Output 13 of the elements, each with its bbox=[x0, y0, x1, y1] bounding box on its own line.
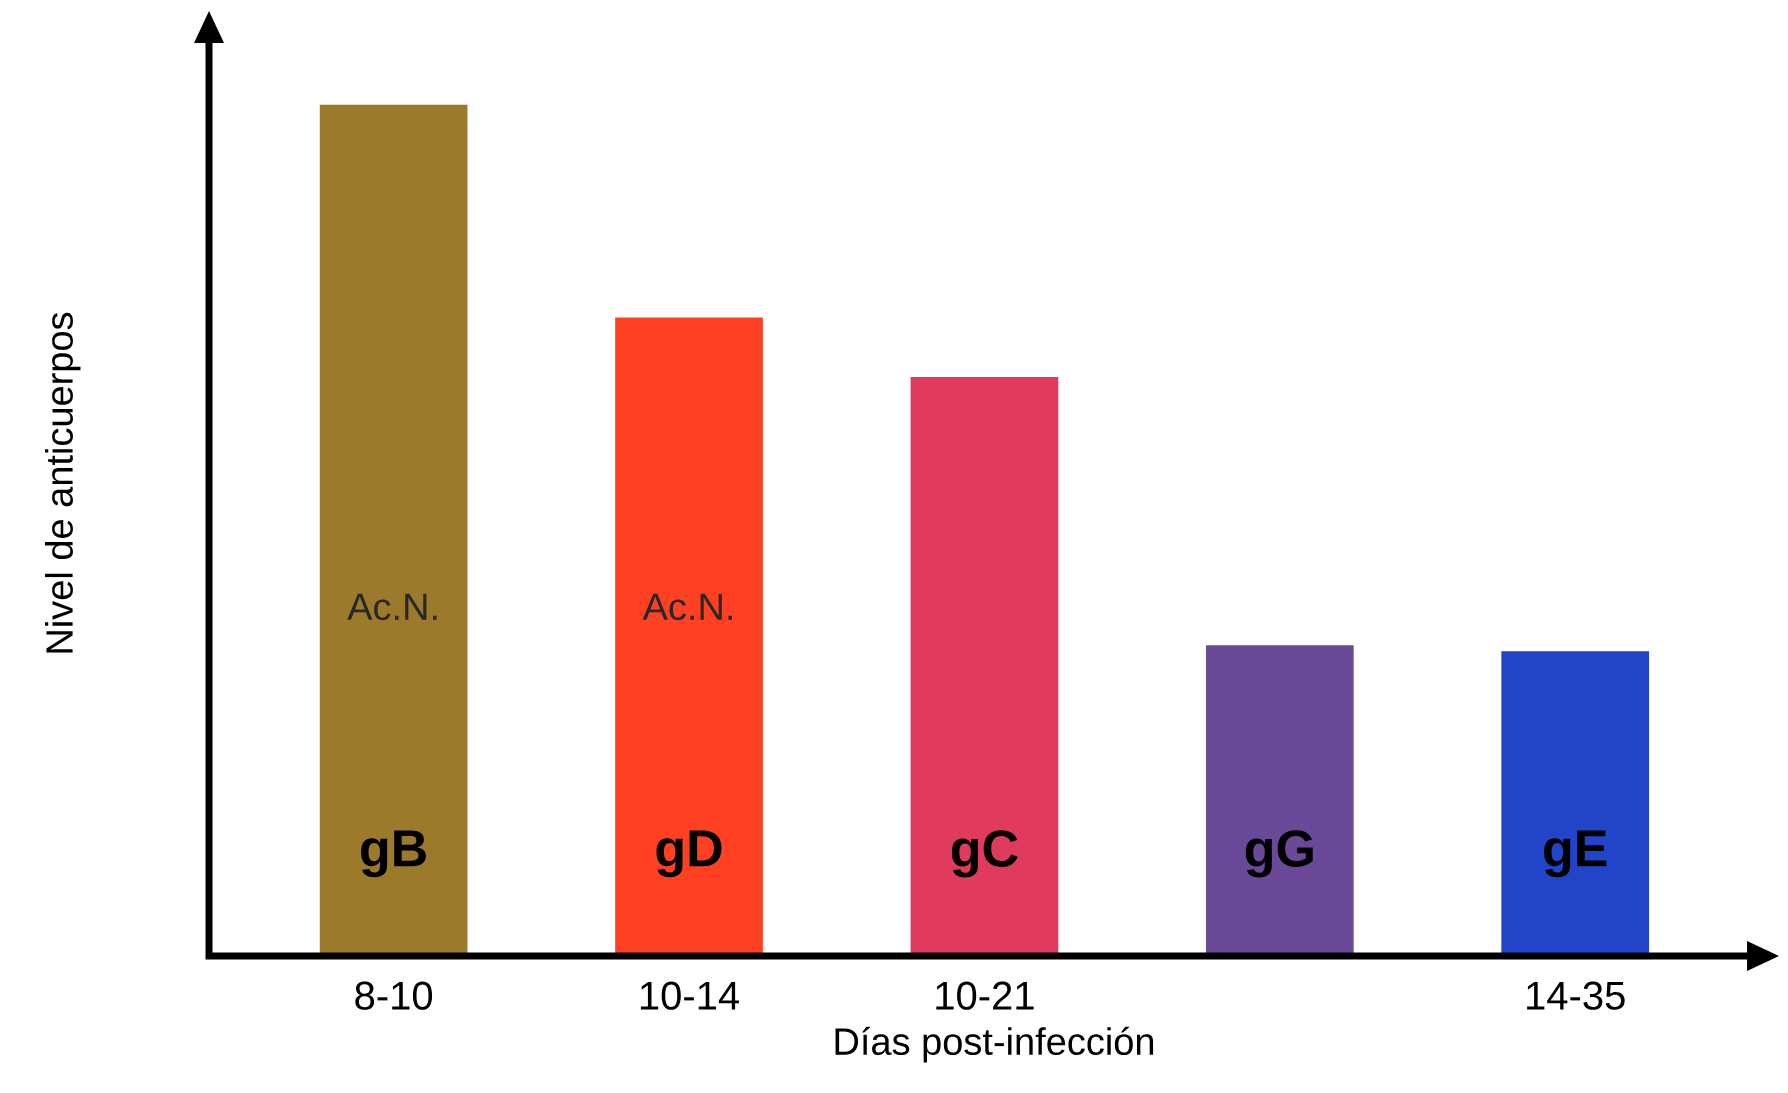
series-label: gC bbox=[951, 830, 1018, 878]
x-tick-label: 8-10 bbox=[355, 981, 433, 1010]
series-label: gD bbox=[656, 830, 722, 878]
x-axis-title: Días post-infección bbox=[835, 1026, 1154, 1063]
x-tick-label: 10-21 bbox=[936, 981, 1034, 1010]
series-label: gB bbox=[361, 830, 426, 878]
series-label: gG bbox=[1245, 830, 1313, 878]
x-tick-label: 10-14 bbox=[640, 981, 739, 1010]
y-axis-title: Nivel de anticuerpos bbox=[45, 312, 81, 653]
series-label: gE bbox=[1544, 830, 1607, 878]
annotation: Ac.N. bbox=[642, 593, 733, 621]
x-tick-label: 14-35 bbox=[1527, 981, 1625, 1010]
annotation: Ac.N. bbox=[347, 593, 437, 621]
